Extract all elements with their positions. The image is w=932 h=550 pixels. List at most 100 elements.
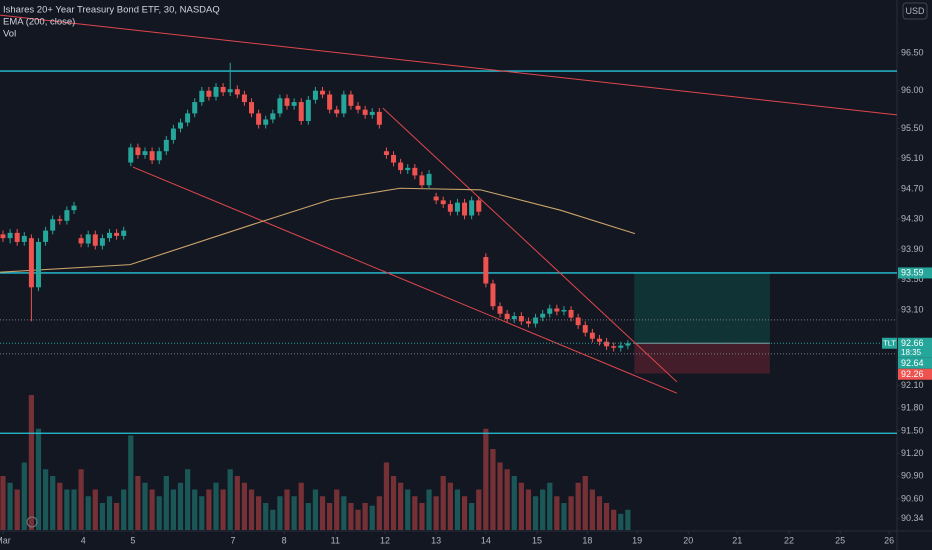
dividend-icon[interactable] xyxy=(26,516,38,528)
volume-bar xyxy=(398,482,404,530)
x-tick-label: 22 xyxy=(784,535,794,545)
symbol-tag xyxy=(882,337,897,349)
volume-bar xyxy=(85,496,91,530)
volume-bar xyxy=(483,428,489,530)
price-label-box xyxy=(898,357,932,369)
candle-body xyxy=(525,321,531,324)
volume-bar xyxy=(582,476,588,530)
candle-body xyxy=(7,232,13,239)
x-tick-label: 12 xyxy=(380,535,390,545)
volume-bar xyxy=(589,489,595,530)
candle-body xyxy=(185,113,191,123)
volume-bar xyxy=(0,476,6,530)
candle-body xyxy=(249,102,255,114)
candle-body xyxy=(149,151,155,161)
candle-body xyxy=(170,128,176,140)
volume-bar xyxy=(192,489,198,530)
candle-body xyxy=(291,102,297,106)
x-tick-label: 8 xyxy=(282,535,287,545)
currency-button[interactable] xyxy=(902,2,928,20)
candle-body xyxy=(213,86,219,97)
volume-bar xyxy=(383,462,390,530)
candle-body xyxy=(462,202,468,216)
candle-body xyxy=(625,343,631,346)
volume-bar xyxy=(78,469,84,530)
candle-body xyxy=(391,154,397,163)
volume-bar xyxy=(440,476,446,530)
volume-bar xyxy=(426,489,432,530)
volume-bar xyxy=(433,496,439,530)
volume-bar xyxy=(341,496,347,530)
y-tick-label: 96.50 xyxy=(901,47,924,57)
volume-bar xyxy=(284,489,290,530)
ema-legend: EMA (200, close) xyxy=(3,17,75,28)
volume-bar xyxy=(305,503,311,530)
candle-body xyxy=(298,102,304,121)
volume-bar xyxy=(163,476,169,530)
y-tick-label: 90.90 xyxy=(901,471,924,481)
x-tick-label: 5 xyxy=(130,535,135,545)
candle-body xyxy=(454,202,460,212)
candle-body xyxy=(447,204,453,212)
volume-bar xyxy=(618,513,624,530)
volume-bar xyxy=(568,496,574,530)
candle-body xyxy=(256,113,262,125)
trendline xyxy=(132,166,678,394)
volume-bar xyxy=(113,503,120,530)
candle-body xyxy=(312,90,318,100)
volume-bar xyxy=(248,489,255,530)
volume-bar xyxy=(277,496,283,530)
candle-body xyxy=(142,151,148,155)
candle-body xyxy=(518,316,524,322)
price-label-box xyxy=(898,368,932,380)
candle-body xyxy=(263,119,269,125)
price-label: 92.64 xyxy=(901,358,924,368)
candle-body xyxy=(21,235,27,242)
x-tick-label: 14 xyxy=(481,535,491,545)
currency-label[interactable]: USD xyxy=(905,6,925,16)
y-tick-label: 93.50 xyxy=(901,274,924,284)
volume-bar xyxy=(405,489,411,530)
volume-bar xyxy=(64,489,70,530)
candle-body xyxy=(28,238,34,288)
candle-body xyxy=(178,122,184,129)
candle-body xyxy=(504,313,510,320)
candle-body xyxy=(121,230,127,236)
candle-body xyxy=(163,139,169,152)
candle-body xyxy=(50,219,56,231)
x-tick-label: 25 xyxy=(835,535,845,545)
volume-bar xyxy=(419,503,425,530)
volume-bar xyxy=(156,496,162,530)
trendline xyxy=(0,14,898,116)
volume-bar xyxy=(92,489,98,530)
candle-body xyxy=(284,98,290,106)
y-tick-label: 91.20 xyxy=(901,448,924,458)
candle-body xyxy=(554,308,560,312)
candle-body xyxy=(128,147,134,163)
chart-title: Ishares 20+ Year Treasury Bond ETF, 30, … xyxy=(3,5,220,16)
volume-bar xyxy=(390,476,397,530)
y-tick-label: 94.30 xyxy=(901,214,924,224)
volume-bar xyxy=(106,496,113,530)
candle-body xyxy=(277,98,283,114)
volume-bar xyxy=(348,503,354,530)
volume-bar xyxy=(142,482,148,530)
volume-bar xyxy=(596,496,603,530)
x-tick-label: 18 xyxy=(582,535,592,545)
candle-body xyxy=(341,94,347,114)
volume-bar xyxy=(476,489,482,530)
candle-body xyxy=(220,86,226,93)
volume-bar xyxy=(14,489,20,530)
volume-bar xyxy=(220,489,226,530)
candle-body xyxy=(85,234,91,244)
candle-body xyxy=(561,309,567,312)
volume-bar xyxy=(327,503,333,530)
y-tick-label: 93.90 xyxy=(901,244,924,254)
candle-body xyxy=(376,111,382,125)
price-label-box xyxy=(898,337,932,358)
y-tick-label: 96.00 xyxy=(901,85,924,95)
volume-bar xyxy=(42,469,49,530)
volume-bar xyxy=(128,435,134,530)
x-tick-label: 21 xyxy=(732,535,742,545)
